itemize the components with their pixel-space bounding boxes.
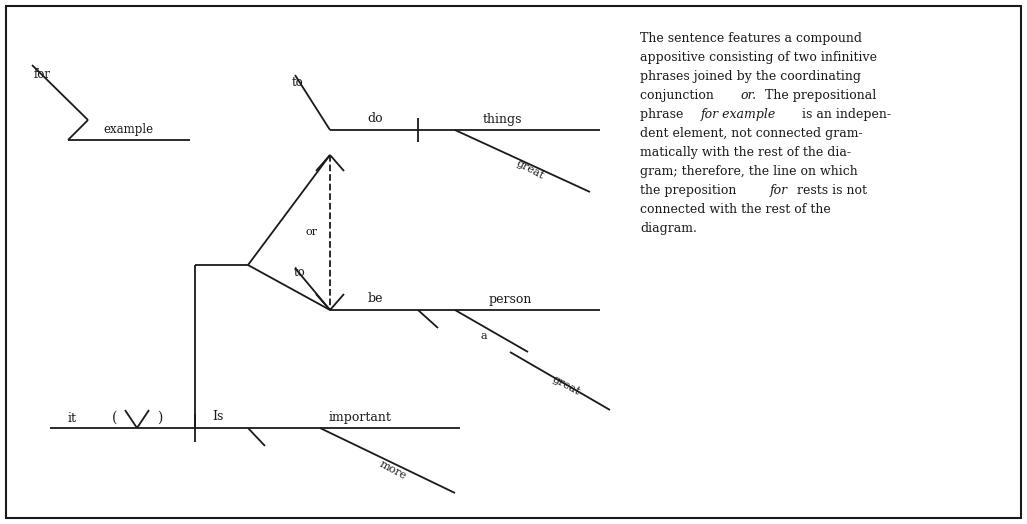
Text: to: to <box>292 75 304 89</box>
Text: be: be <box>368 292 383 305</box>
Text: ): ) <box>157 411 162 425</box>
Text: appositive consisting of two infinitive: appositive consisting of two infinitive <box>640 51 877 64</box>
Text: connected with the rest of the: connected with the rest of the <box>640 203 831 216</box>
Text: great: great <box>515 159 545 181</box>
Text: Is: Is <box>213 410 224 423</box>
Text: conjunction: conjunction <box>640 89 718 102</box>
Text: phrase: phrase <box>640 108 687 121</box>
Text: a: a <box>481 331 488 341</box>
Text: things: things <box>483 113 522 126</box>
Text: (: ( <box>112 411 118 425</box>
Text: diagram.: diagram. <box>640 222 697 235</box>
Text: to: to <box>294 266 306 278</box>
Text: is an indepen-: is an indepen- <box>798 108 891 121</box>
Text: great: great <box>550 375 581 398</box>
Text: or.: or. <box>740 89 757 102</box>
Text: for example: for example <box>701 108 776 121</box>
Text: gram; therefore, the line on which: gram; therefore, the line on which <box>640 165 858 178</box>
Text: The sentence features a compound: The sentence features a compound <box>640 32 862 45</box>
Text: for: for <box>769 184 788 197</box>
Text: important: important <box>329 410 391 423</box>
Text: matically with the rest of the dia-: matically with the rest of the dia- <box>640 146 851 159</box>
Text: person: person <box>488 292 532 305</box>
Text: the preposition: the preposition <box>640 184 740 197</box>
Text: or: or <box>306 227 318 237</box>
Text: more: more <box>378 458 408 481</box>
Text: dent element, not connected gram-: dent element, not connected gram- <box>640 127 863 140</box>
Text: for: for <box>34 69 50 82</box>
Text: phrases joined by the coordinating: phrases joined by the coordinating <box>640 70 861 83</box>
Text: example: example <box>103 124 153 136</box>
Text: The prepositional: The prepositional <box>761 89 876 102</box>
Text: rests is not: rests is not <box>793 184 867 197</box>
Text: do: do <box>368 113 383 126</box>
Text: it: it <box>68 411 76 424</box>
